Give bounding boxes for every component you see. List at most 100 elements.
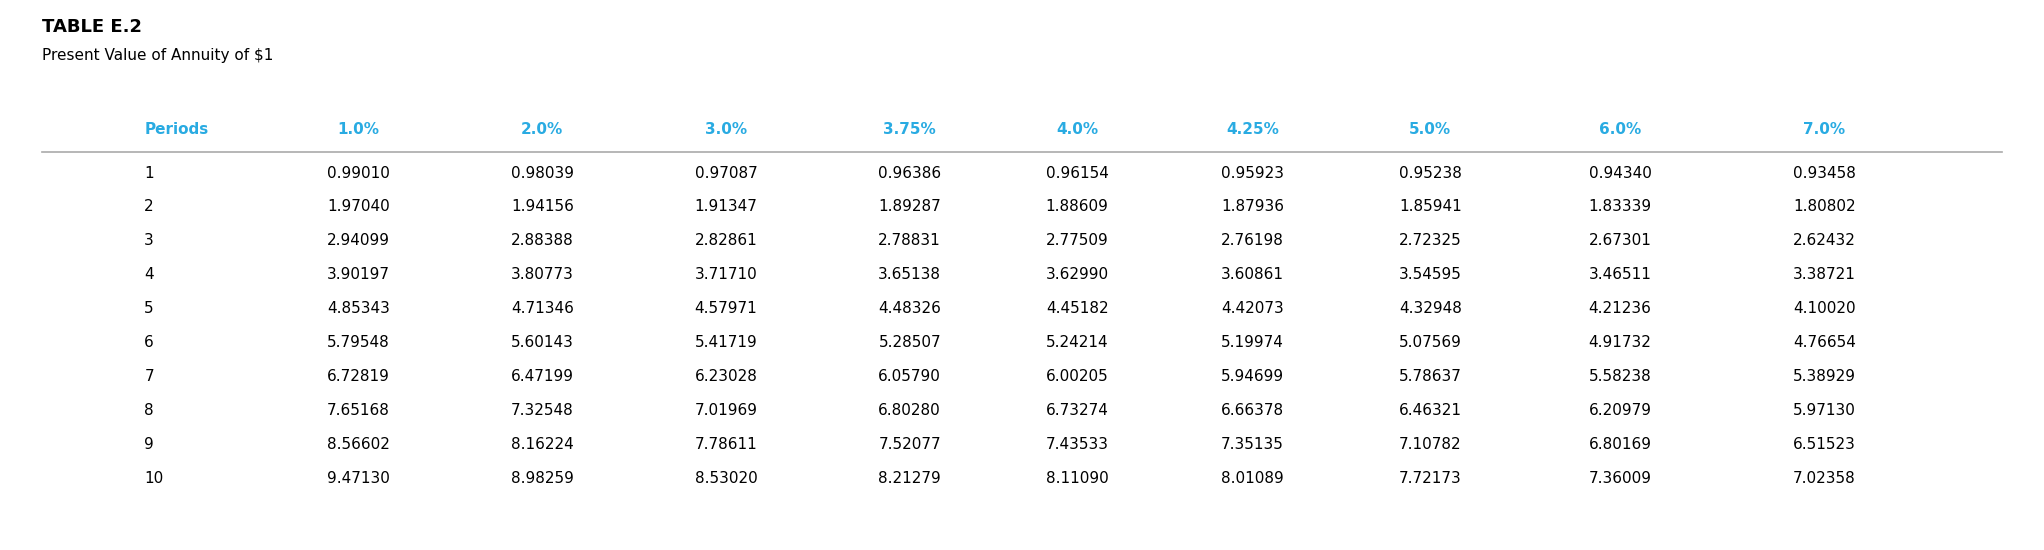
Text: 6.80169: 6.80169 — [1588, 437, 1652, 452]
Text: 5.60143: 5.60143 — [511, 335, 574, 350]
Text: 6.80280: 6.80280 — [879, 403, 940, 418]
Text: 8.21279: 8.21279 — [879, 471, 940, 486]
Text: Present Value of Annuity of $1: Present Value of Annuity of $1 — [43, 48, 274, 63]
Text: 4.25%: 4.25% — [1226, 122, 1280, 137]
Text: 7.78611: 7.78611 — [695, 437, 758, 452]
Text: 2.77509: 2.77509 — [1047, 233, 1108, 249]
Text: 0.99010: 0.99010 — [327, 166, 390, 180]
Text: 5.24214: 5.24214 — [1047, 335, 1108, 350]
Text: 3.71710: 3.71710 — [695, 267, 758, 282]
Text: 0.95923: 0.95923 — [1220, 166, 1284, 180]
Text: 1.83339: 1.83339 — [1588, 200, 1652, 215]
Text: 9.47130: 9.47130 — [327, 471, 390, 486]
Text: 8.11090: 8.11090 — [1047, 471, 1108, 486]
Text: 7.36009: 7.36009 — [1588, 471, 1652, 486]
Text: 3.38721: 3.38721 — [1793, 267, 1856, 282]
Text: 8.53020: 8.53020 — [695, 471, 758, 486]
Text: 5.94699: 5.94699 — [1220, 369, 1284, 384]
Text: 6.73274: 6.73274 — [1047, 403, 1108, 418]
Text: 4.91732: 4.91732 — [1588, 335, 1652, 350]
Text: 5.97130: 5.97130 — [1793, 403, 1856, 418]
Text: 5.28507: 5.28507 — [879, 335, 940, 350]
Text: 7.52077: 7.52077 — [879, 437, 940, 452]
Text: 3: 3 — [145, 233, 153, 249]
Text: 8.16224: 8.16224 — [511, 437, 574, 452]
Text: 3.62990: 3.62990 — [1047, 267, 1108, 282]
Text: 1.0%: 1.0% — [337, 122, 380, 137]
Text: 5.41719: 5.41719 — [695, 335, 758, 350]
Text: 4.32948: 4.32948 — [1398, 301, 1461, 316]
Text: 6.20979: 6.20979 — [1588, 403, 1652, 418]
Text: 5: 5 — [145, 301, 153, 316]
Text: 3.60861: 3.60861 — [1220, 267, 1284, 282]
Text: 0.98039: 0.98039 — [511, 166, 574, 180]
Text: 6.05790: 6.05790 — [879, 369, 940, 384]
Text: 2.67301: 2.67301 — [1588, 233, 1652, 249]
Text: 7.43533: 7.43533 — [1047, 437, 1108, 452]
Text: 7.0%: 7.0% — [1803, 122, 1846, 137]
Text: 4.42073: 4.42073 — [1220, 301, 1284, 316]
Text: 2.82861: 2.82861 — [695, 233, 758, 249]
Text: 0.93458: 0.93458 — [1793, 166, 1856, 180]
Text: 5.19974: 5.19974 — [1220, 335, 1284, 350]
Text: 0.96386: 0.96386 — [879, 166, 942, 180]
Text: 4.76654: 4.76654 — [1793, 335, 1856, 350]
Text: 7.65168: 7.65168 — [327, 403, 390, 418]
Text: 6.23028: 6.23028 — [695, 369, 758, 384]
Text: 1.94156: 1.94156 — [511, 200, 574, 215]
Text: 3.65138: 3.65138 — [879, 267, 940, 282]
Text: 6.00205: 6.00205 — [1047, 369, 1108, 384]
Text: 7.72173: 7.72173 — [1398, 471, 1461, 486]
Text: 2.78831: 2.78831 — [879, 233, 940, 249]
Text: 6.46321: 6.46321 — [1398, 403, 1461, 418]
Text: 2.94099: 2.94099 — [327, 233, 390, 249]
Text: 8.98259: 8.98259 — [511, 471, 574, 486]
Text: 3.80773: 3.80773 — [511, 267, 574, 282]
Text: 1.89287: 1.89287 — [879, 200, 940, 215]
Text: 0.97087: 0.97087 — [695, 166, 758, 180]
Text: 7.35135: 7.35135 — [1220, 437, 1284, 452]
Text: 5.07569: 5.07569 — [1398, 335, 1461, 350]
Text: 8.56602: 8.56602 — [327, 437, 390, 452]
Text: 1.80802: 1.80802 — [1793, 200, 1856, 215]
Text: 6.47199: 6.47199 — [511, 369, 574, 384]
Text: 3.54595: 3.54595 — [1398, 267, 1461, 282]
Text: 4.57971: 4.57971 — [695, 301, 758, 316]
Text: 4.45182: 4.45182 — [1047, 301, 1108, 316]
Text: 8: 8 — [145, 403, 153, 418]
Text: 2.88388: 2.88388 — [511, 233, 574, 249]
Text: 0.96154: 0.96154 — [1047, 166, 1108, 180]
Text: 7.02358: 7.02358 — [1793, 471, 1856, 486]
Text: 8.01089: 8.01089 — [1220, 471, 1284, 486]
Text: 2: 2 — [145, 200, 153, 215]
Text: 4.0%: 4.0% — [1057, 122, 1098, 137]
Text: 0.94340: 0.94340 — [1588, 166, 1652, 180]
Text: 1.85941: 1.85941 — [1398, 200, 1461, 215]
Text: 1.97040: 1.97040 — [327, 200, 390, 215]
Text: 4.85343: 4.85343 — [327, 301, 390, 316]
Text: 6.51523: 6.51523 — [1793, 437, 1856, 452]
Text: 3.75%: 3.75% — [883, 122, 936, 137]
Text: 3.46511: 3.46511 — [1588, 267, 1652, 282]
Text: 7.32548: 7.32548 — [511, 403, 574, 418]
Text: 3.90197: 3.90197 — [327, 267, 390, 282]
Text: 5.58238: 5.58238 — [1588, 369, 1652, 384]
Text: 5.0%: 5.0% — [1408, 122, 1451, 137]
Text: TABLE E.2: TABLE E.2 — [43, 18, 143, 36]
Text: 2.76198: 2.76198 — [1220, 233, 1284, 249]
Text: 4.48326: 4.48326 — [879, 301, 940, 316]
Text: 1: 1 — [145, 166, 153, 180]
Text: 1.87936: 1.87936 — [1220, 200, 1284, 215]
Text: 0.95238: 0.95238 — [1398, 166, 1461, 180]
Text: 6.0%: 6.0% — [1598, 122, 1641, 137]
Text: 1.91347: 1.91347 — [695, 200, 758, 215]
Text: 7.01969: 7.01969 — [695, 403, 758, 418]
Text: 4.10020: 4.10020 — [1793, 301, 1856, 316]
Text: Periods: Periods — [145, 122, 208, 137]
Text: 1.88609: 1.88609 — [1047, 200, 1108, 215]
Text: 4.21236: 4.21236 — [1588, 301, 1652, 316]
Text: 5.79548: 5.79548 — [327, 335, 390, 350]
Text: 9: 9 — [145, 437, 153, 452]
Text: 5.38929: 5.38929 — [1793, 369, 1856, 384]
Text: 10: 10 — [145, 471, 164, 486]
